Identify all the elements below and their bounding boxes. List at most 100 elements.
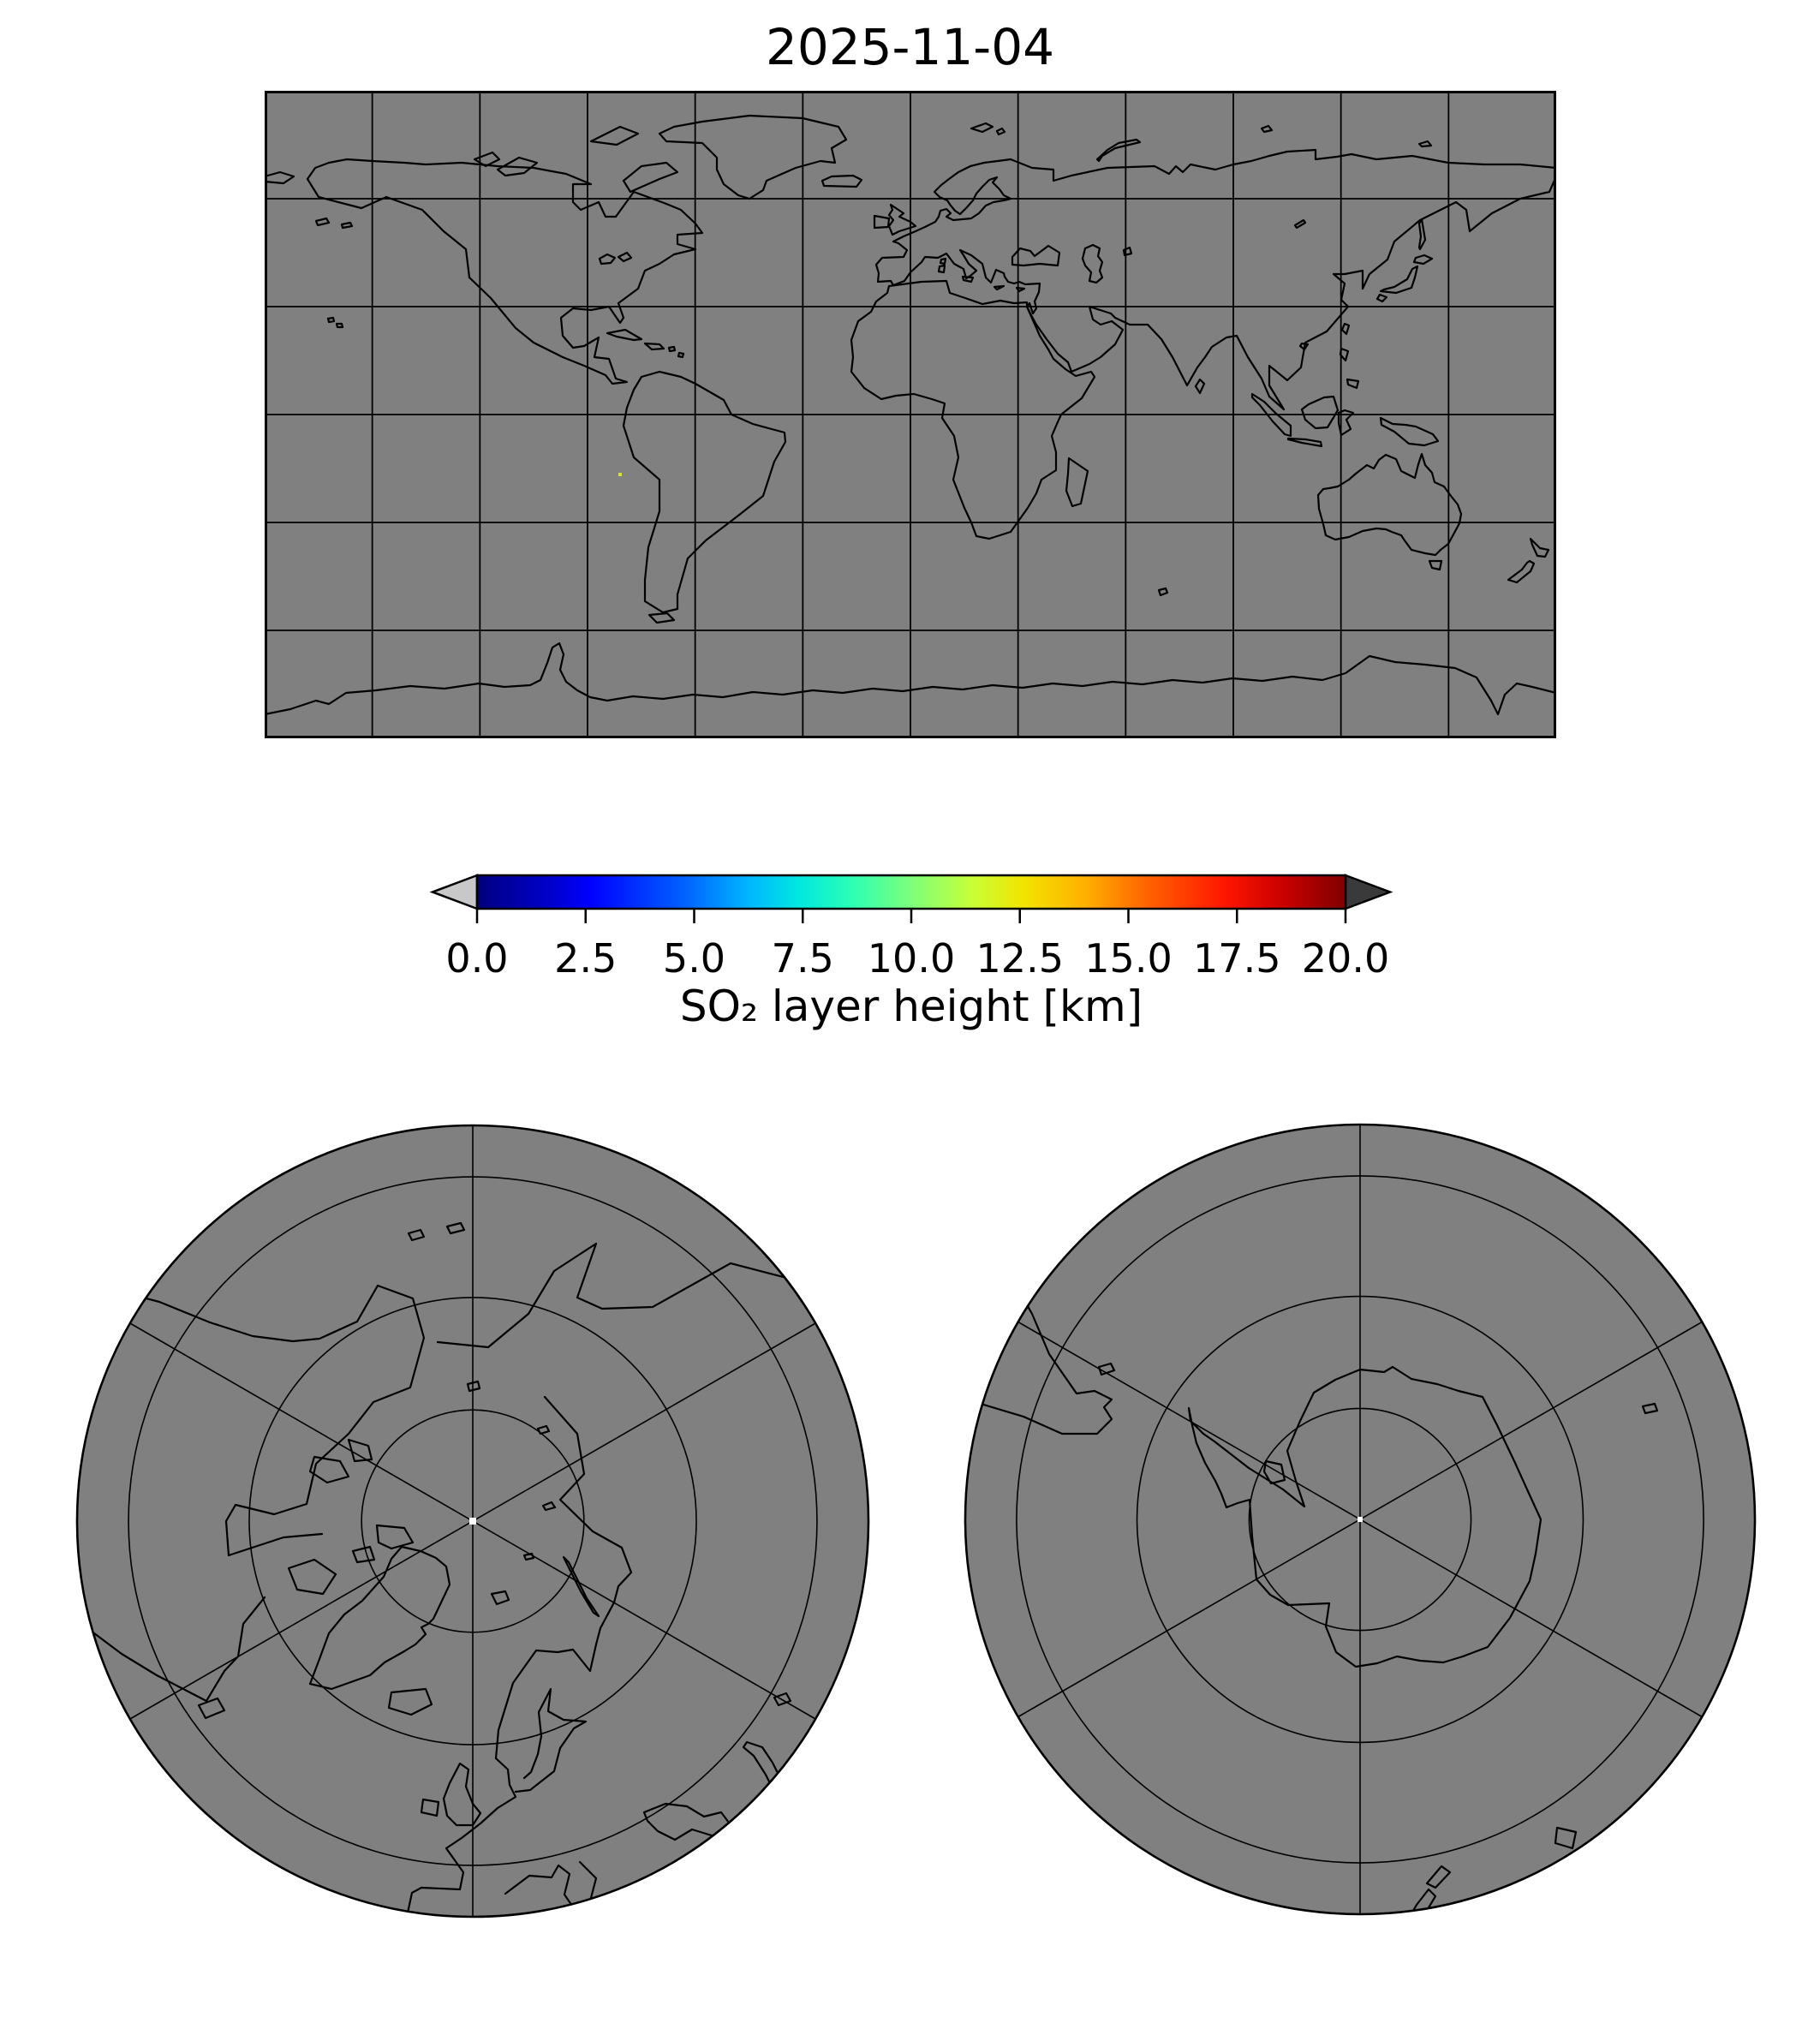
np-ireland (420, 1798, 440, 1817)
sardinia-corsica (937, 257, 947, 274)
sp-falkland-islands (1097, 1362, 1116, 1376)
philippines (1339, 347, 1360, 390)
coastline-sulawesi (1337, 409, 1355, 437)
coastline-australia (1316, 452, 1463, 557)
world-map-panel (265, 91, 1556, 738)
tierra-del-fuego (647, 612, 676, 624)
black-sea (1011, 244, 1061, 267)
so2-detection-speck (618, 473, 622, 476)
coastline-new-guinea (1379, 416, 1440, 447)
coastline-tasmania (1428, 559, 1443, 571)
colorbar-over-arrow (1344, 874, 1393, 910)
south-pole-marker (1358, 1517, 1363, 1522)
coastline-south-america (622, 370, 787, 614)
north-pole-marker (469, 1518, 476, 1525)
colorbar-tick-label: 15.0 (1084, 935, 1173, 982)
np-greenland (308, 1545, 451, 1691)
colorbar-tick-label: 12.5 (976, 935, 1064, 982)
coastline-japan (1375, 254, 1434, 303)
np-severnaya-zemlya (541, 1501, 557, 1512)
coastline-baffin-island (622, 161, 679, 194)
sri-lanka (1194, 378, 1206, 395)
np-aleutians (407, 1221, 466, 1242)
colorbar-tick-label: 17.5 (1193, 935, 1281, 982)
np-iceland (387, 1687, 433, 1716)
np-coast-north-america (111, 1284, 426, 1557)
aleutian-islands (314, 217, 354, 230)
np-wrangel-island (466, 1380, 481, 1393)
taiwan (1340, 322, 1351, 336)
caspian-sea (1081, 243, 1104, 284)
np-coast-arctic-russia-europe (405, 1395, 633, 1917)
colorbar-tick-label: 10.0 (867, 935, 956, 982)
kerguelen-island (1157, 587, 1169, 597)
south-polar-boundary (964, 1123, 1757, 1916)
great-lakes (598, 251, 633, 266)
coastline-great-britain (887, 203, 917, 236)
np-canadian-archipelago (287, 1438, 415, 1596)
sp-kerguelen (1641, 1402, 1659, 1415)
sp-tasmania (1554, 1826, 1578, 1850)
np-coast-mediterranean (504, 1864, 576, 1910)
world-graticule (265, 91, 1556, 738)
coastline-sumatra (1250, 392, 1292, 438)
figure-title: 2025-11-04 (765, 18, 1055, 76)
np-newfoundland (197, 1697, 226, 1720)
colorbar-tick-label: 5.0 (662, 935, 726, 982)
sicily (961, 275, 975, 283)
severnaya-zemlya (1260, 124, 1274, 134)
north-polar-map (75, 1124, 870, 1919)
np-coast-baltic (514, 1687, 588, 1793)
coastline-new-zealand (1507, 537, 1550, 584)
np-new-siberian-islands (536, 1424, 551, 1435)
coastline-hispaniola (643, 342, 665, 351)
svalbard (970, 122, 1006, 136)
lake-baikal (1293, 218, 1307, 230)
coastline-antarctica (265, 642, 1556, 716)
np-novaya-zemlya (562, 1555, 600, 1618)
colorbar-tick-label: 7.5 (771, 935, 834, 982)
south-polar-map (964, 1123, 1757, 1916)
sakhalin (1417, 218, 1427, 251)
colorbar-tick-label: 20.0 (1301, 935, 1390, 982)
coastline-ellesmere-island (589, 125, 640, 146)
np-coast-labrador (89, 1596, 266, 1703)
sp-south-america (965, 1286, 1113, 1435)
world-coastlines (265, 114, 1556, 716)
coastline-greenland (658, 114, 848, 200)
coastline-madagascar (1065, 457, 1089, 508)
coastline-java (1286, 437, 1323, 448)
coastline-ireland (873, 214, 891, 230)
world-map (265, 91, 1556, 738)
np-aral-sea (773, 1692, 792, 1707)
sp-antarctica (1187, 1365, 1543, 1668)
aral-sea (1122, 246, 1133, 257)
coastline-iceland (820, 174, 863, 188)
np-franz-josef-land (522, 1552, 535, 1561)
colorbar-ticks (475, 909, 1347, 923)
coastline-borneo (1300, 395, 1340, 430)
colorbar-axis-label: SO₂ layer height [km] (679, 982, 1143, 1031)
colorbar (429, 874, 1393, 923)
sp-new-zealand (1401, 1865, 1452, 1914)
new-siberian-islands (1417, 140, 1433, 148)
np-coast-bering-okhotsk (436, 1242, 795, 1349)
coastline-cuba (606, 328, 643, 342)
colorbar-tick-label: 0.0 (445, 935, 509, 982)
novaya-zemlya (1095, 138, 1142, 163)
hawaii-islands (326, 316, 344, 329)
coastline-banks-island (473, 151, 501, 168)
coastline-victoria-island (496, 156, 539, 177)
np-great-britain (442, 1762, 482, 1827)
coastline-africa (850, 279, 1096, 540)
north-polar-coastlines (89, 1221, 795, 1917)
np-svalbard (490, 1590, 510, 1606)
north-polar-boundary (75, 1124, 870, 1919)
colorbar-tick-label: 2.5 (554, 935, 618, 982)
lesser-antilles (667, 345, 685, 359)
south-polar-coastlines (965, 1286, 1659, 1914)
colorbar-under-arrow (429, 874, 479, 910)
world-map-border (265, 91, 1556, 738)
coastline-north-america (306, 158, 704, 385)
